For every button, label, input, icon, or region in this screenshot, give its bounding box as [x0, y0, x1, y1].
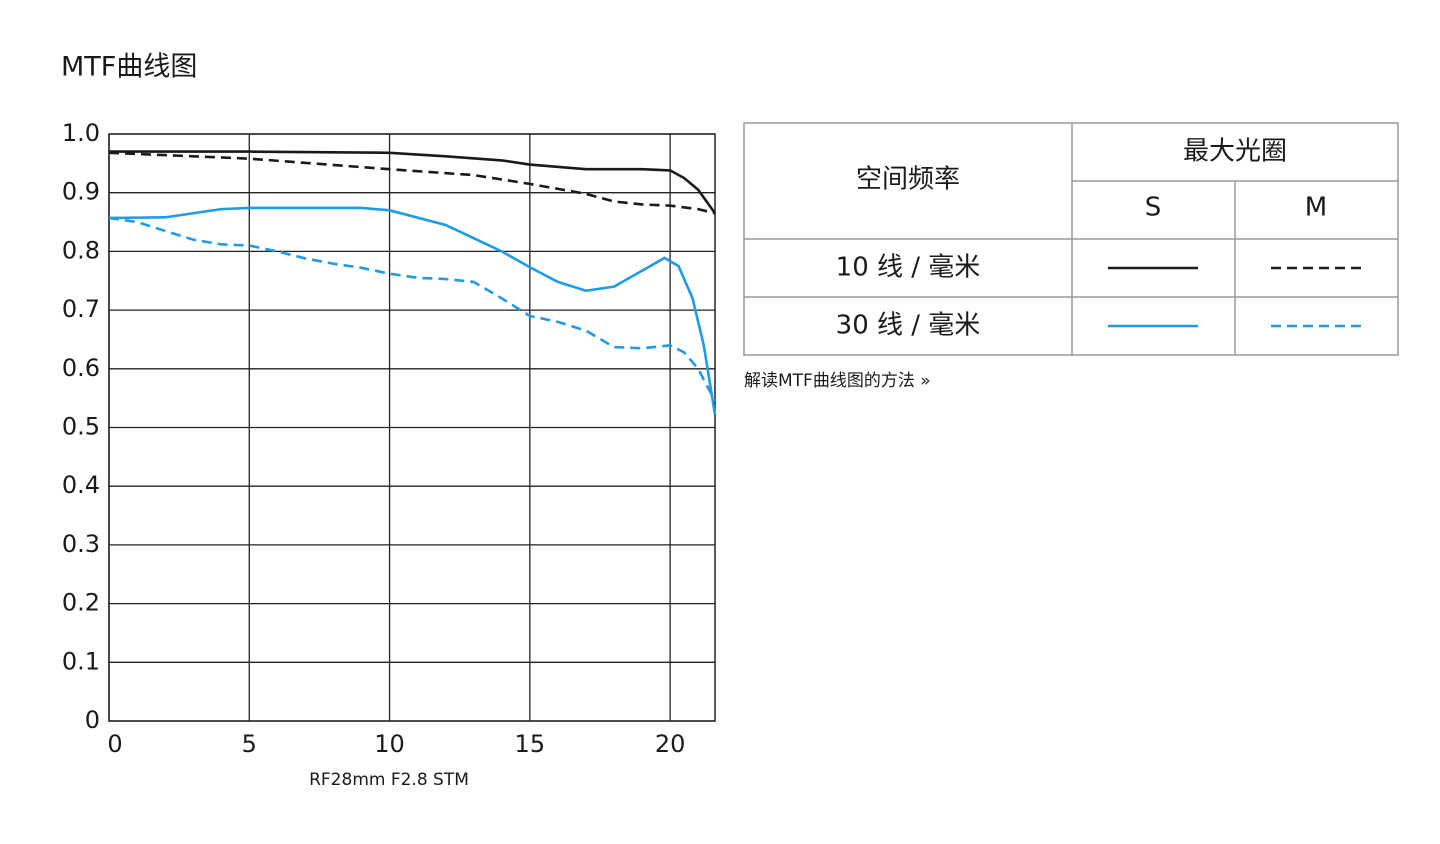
page-title: MTF曲线图: [61, 52, 197, 83]
mtf-line: [108, 206, 717, 415]
plot-frame: [108, 133, 716, 722]
y-tick-label: 0.5: [62, 413, 100, 441]
x-tick-label: 10: [374, 730, 405, 758]
y-tick-label: 0.2: [62, 589, 100, 617]
x-tick-label: 0: [107, 730, 122, 758]
x-tick-label: 20: [655, 730, 686, 758]
table-group: 最大光圈: [1183, 137, 1287, 167]
y-tick-label: 0: [85, 706, 100, 734]
y-tick-label: 0.4: [62, 471, 100, 499]
mtf-line: [108, 151, 716, 215]
chart-caption: RF28mm F2.8 STM: [309, 770, 469, 790]
help-link[interactable]: 解读MTF曲线图的方法 »: [744, 371, 931, 391]
mtf-line: [108, 216, 717, 402]
mtf-line: [109, 150, 717, 215]
y-tick-label: 0.7: [62, 295, 100, 323]
y-tick-label: 1.0: [62, 119, 100, 147]
table-column: S: [1145, 193, 1162, 223]
y-tick-label: 0.1: [62, 647, 100, 675]
y-tick-label: 0.3: [62, 530, 100, 558]
x-tick-label: 5: [242, 730, 257, 758]
table-row-label: 10 线 / 毫米: [836, 253, 981, 283]
y-tick-label: 0.6: [62, 354, 100, 382]
table-header: 空间频率: [856, 165, 960, 195]
table-column: M: [1305, 193, 1327, 223]
y-tick-label: 0.8: [62, 236, 100, 264]
table-row-label: 30 线 / 毫米: [836, 311, 981, 341]
y-tick-label: 0.9: [62, 178, 100, 206]
x-tick-label: 15: [515, 730, 546, 758]
